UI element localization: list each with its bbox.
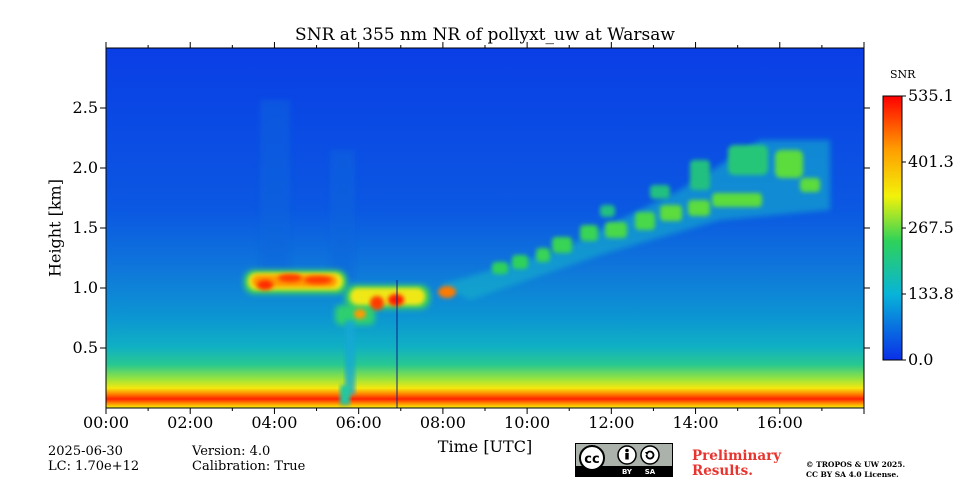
x-tick-label: 16:00	[756, 413, 803, 432]
x-tick-label: 08:00	[419, 413, 466, 432]
preliminary-line-2: Results.	[692, 463, 753, 479]
copyright-line-2: CC BY SA 4.0 License.	[806, 470, 899, 479]
preliminary-results-note: Preliminary Results.	[692, 449, 781, 479]
svg-text:cc: cc	[584, 452, 599, 467]
axis-ticks	[100, 42, 870, 414]
preliminary-line-1: Preliminary	[692, 448, 782, 464]
y-tick-label: 1.0	[72, 278, 98, 297]
chart-title: SNR at 355 nm NR of pollyxt_uw at Warsaw	[295, 25, 675, 45]
x-tick-label: 10:00	[504, 413, 551, 432]
calibration-text: Calibration: True	[192, 459, 306, 474]
share-alike-icon	[640, 445, 660, 465]
cc-icon	[579, 445, 605, 471]
colorbar-tick-label: 535.1	[908, 86, 954, 105]
footer-date-block: 2025-06-30 LC: 1.70e+12	[48, 444, 139, 474]
colorbar-tick-label: 0.0	[908, 350, 934, 369]
y-tick-label: 0.5	[72, 338, 98, 357]
x-tick-label: 04:00	[251, 413, 298, 432]
svg-text:SA: SA	[645, 468, 656, 476]
footer-version-block: Version: 4.0 Calibration: True	[192, 444, 305, 474]
x-tick-label: 14:00	[672, 413, 719, 432]
x-tick-label: 02:00	[167, 413, 214, 432]
lc-text: LC: 1.70e+12	[48, 459, 140, 474]
copyright-line-1: © TROPOS & UW 2025.	[806, 460, 906, 469]
svg-text:BY: BY	[622, 468, 633, 476]
date-text: 2025-06-30	[48, 444, 123, 459]
colorbar-label: SNR	[890, 68, 916, 81]
snr-features	[244, 100, 830, 405]
colorbar-tick-label: 267.5	[908, 218, 954, 238]
colorbar-ticks	[902, 95, 906, 361]
x-tick-label: 06:00	[335, 413, 382, 432]
cc-by-sa-badge: cc BY SA	[575, 443, 673, 477]
snr-background	[106, 48, 864, 408]
colorbar-tick-label: 401.3	[908, 152, 954, 171]
y-tick-label: 1.5	[72, 218, 98, 237]
colorbar	[882, 95, 903, 361]
x-tick-label: 00:00	[82, 413, 130, 432]
colorbar-tick-label: 133.8	[908, 283, 954, 303]
x-tick-label: 12:00	[588, 413, 635, 432]
version-text: Version: 4.0	[192, 444, 271, 459]
y-tick-label: 2.0	[72, 158, 98, 177]
copyright-note: © TROPOS & UW 2025. CC BY SA 4.0 License…	[806, 460, 905, 480]
x-axis-label: Time [UTC]	[437, 437, 533, 456]
y-tick-label: 2.5	[72, 98, 98, 117]
